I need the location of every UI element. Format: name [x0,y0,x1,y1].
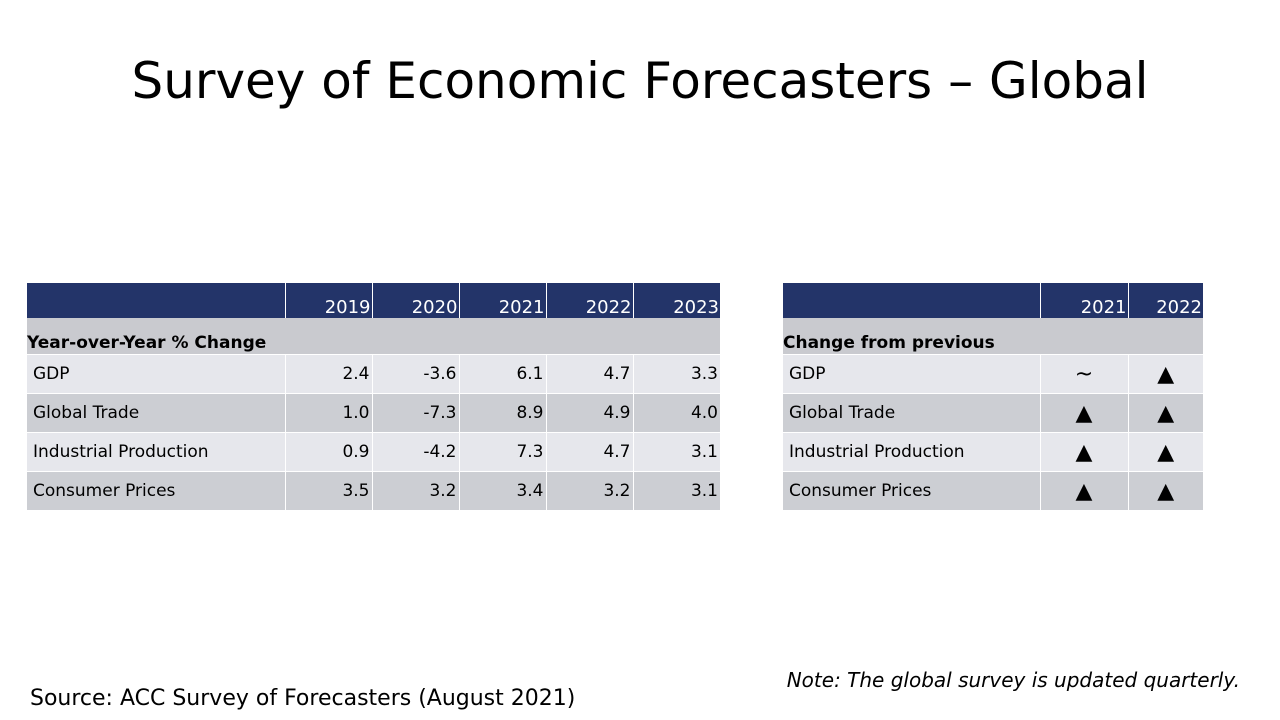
value-cell: 3.1 [633,471,720,510]
header-blank-cell [27,283,286,318]
value-cell: 3.5 [285,471,373,510]
row-label: Industrial Production [27,432,286,472]
year-header: 2019 [285,283,373,318]
table-row: Consumer Prices 3.5 3.2 3.4 3.2 3.1 [27,471,720,510]
row-label: Global Trade [783,393,1041,433]
value-cell: -4.2 [372,432,460,472]
value-cell: -3.6 [372,354,460,394]
change-table: 2021 2022 Change from previous GDP ~ ▲ G… [783,283,1203,510]
table-row: Industrial Production ▲ ▲ [783,432,1203,472]
table-row: Global Trade 1.0 -7.3 8.9 4.9 4.0 [27,393,720,433]
year-header: 2023 [633,283,720,318]
section-label: Change from previous [783,318,1203,355]
footnote: Note: The global survey is updated quart… [786,668,1240,692]
value-cell: 4.7 [546,354,634,394]
up-triangle-icon: ▲ [1128,471,1203,510]
value-cell: 4.7 [546,432,634,472]
up-triangle-icon: ▲ [1040,393,1129,433]
table-row: GDP ~ ▲ [783,354,1203,394]
header-blank-cell [783,283,1041,318]
row-label: Global Trade [27,393,286,433]
table-header-row: 2019 2020 2021 2022 2023 [27,283,720,318]
table-header-row: 2021 2022 [783,283,1203,318]
value-cell: 2.4 [285,354,373,394]
value-cell: 0.9 [285,432,373,472]
value-cell: 3.1 [633,432,720,472]
table-row: Global Trade ▲ ▲ [783,393,1203,433]
section-row: Change from previous [783,318,1203,355]
value-cell: 6.1 [459,354,547,394]
up-triangle-icon: ▲ [1128,432,1203,472]
row-label: Consumer Prices [783,471,1041,510]
table-row: Consumer Prices ▲ ▲ [783,471,1203,510]
page-title: Survey of Economic Forecasters – Global [131,52,1149,110]
table-row: GDP 2.4 -3.6 6.1 4.7 3.3 [27,354,720,394]
row-label: GDP [783,354,1041,394]
value-cell: 1.0 [285,393,373,433]
value-cell: 3.2 [372,471,460,510]
year-header: 2022 [546,283,634,318]
up-triangle-icon: ▲ [1128,354,1203,394]
year-header: 2021 [1040,283,1129,318]
value-cell: 4.0 [633,393,720,433]
tilde-icon: ~ [1040,354,1129,394]
value-cell: -7.3 [372,393,460,433]
section-row: Year-over-Year % Change [27,318,720,355]
row-label: Industrial Production [783,432,1041,472]
up-triangle-icon: ▲ [1128,393,1203,433]
value-cell: 3.3 [633,354,720,394]
value-cell: 7.3 [459,432,547,472]
source-caption: Source: ACC Survey of Forecasters (Augus… [30,686,576,711]
value-cell: 8.9 [459,393,547,433]
row-label: GDP [27,354,286,394]
up-triangle-icon: ▲ [1040,471,1129,510]
value-cell: 3.2 [546,471,634,510]
value-cell: 4.9 [546,393,634,433]
year-header: 2022 [1128,283,1203,318]
up-triangle-icon: ▲ [1040,432,1129,472]
value-cell: 3.4 [459,471,547,510]
row-label: Consumer Prices [27,471,286,510]
section-label: Year-over-Year % Change [27,318,720,355]
forecast-table: 2019 2020 2021 2022 2023 Year-over-Year … [27,283,720,510]
year-header: 2021 [459,283,547,318]
year-header: 2020 [372,283,460,318]
table-row: Industrial Production 0.9 -4.2 7.3 4.7 3… [27,432,720,472]
